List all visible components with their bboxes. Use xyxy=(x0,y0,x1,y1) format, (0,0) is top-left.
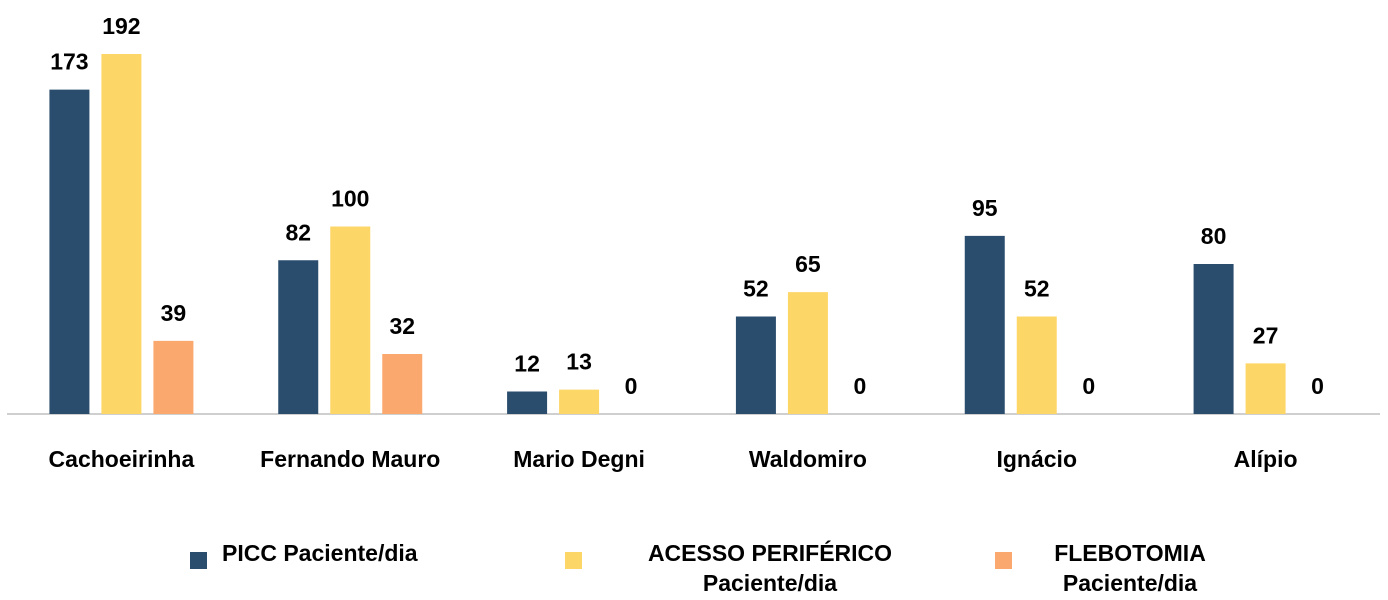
legend-item: ACESSO PERIFÉRICO Paciente/dia xyxy=(0,538,1388,598)
data-label: 32 xyxy=(389,313,415,339)
bar xyxy=(330,226,371,414)
x-tick-label: Alípio xyxy=(1233,446,1298,472)
data-label: 65 xyxy=(795,251,821,277)
data-label: 52 xyxy=(1024,276,1050,302)
bar xyxy=(49,89,90,414)
data-label: 12 xyxy=(514,351,540,377)
legend-label: ACESSO PERIFÉRICO Paciente/dia xyxy=(647,540,893,596)
data-label: 0 xyxy=(625,373,638,399)
data-label: 0 xyxy=(1311,373,1324,399)
data-label: 173 xyxy=(50,49,88,75)
data-label: 52 xyxy=(743,276,769,302)
data-label: 82 xyxy=(285,219,311,245)
legend-item: PICC Paciente/dia xyxy=(0,538,1388,598)
bar xyxy=(101,54,142,414)
legend-swatch xyxy=(995,552,1012,569)
bar xyxy=(559,389,600,414)
bar xyxy=(735,316,776,414)
bar xyxy=(1193,264,1234,414)
x-tick-label: Fernando Mauro xyxy=(260,446,441,472)
data-label: 39 xyxy=(161,300,187,326)
bar xyxy=(1016,316,1057,414)
x-tick-label: Cachoeirinha xyxy=(48,446,195,472)
data-label: 0 xyxy=(1082,373,1095,399)
data-label: 80 xyxy=(1201,223,1227,249)
bar xyxy=(153,340,194,414)
x-tick-label: Waldomiro xyxy=(748,446,867,472)
data-label: 192 xyxy=(102,13,140,39)
legend-label: PICC Paciente/dia xyxy=(222,540,418,566)
data-label: 100 xyxy=(331,186,369,212)
data-label: 0 xyxy=(854,373,867,399)
bar xyxy=(507,391,548,414)
x-tick-label: Mario Degni xyxy=(513,446,645,472)
bar xyxy=(964,235,1005,414)
data-label: 13 xyxy=(566,349,592,375)
bar xyxy=(1245,363,1286,414)
legend-label: FLEBOTOMIA Paciente/dia xyxy=(1054,540,1206,596)
x-tick-label: Ignácio xyxy=(996,446,1077,472)
data-label: 27 xyxy=(1253,322,1279,348)
bar xyxy=(787,292,828,414)
bar xyxy=(278,260,319,414)
data-label: 95 xyxy=(972,195,998,221)
legend-item: FLEBOTOMIA Paciente/dia xyxy=(0,538,1388,598)
legend-swatch xyxy=(190,552,207,569)
bar xyxy=(382,354,423,414)
legend-swatch xyxy=(565,552,582,569)
